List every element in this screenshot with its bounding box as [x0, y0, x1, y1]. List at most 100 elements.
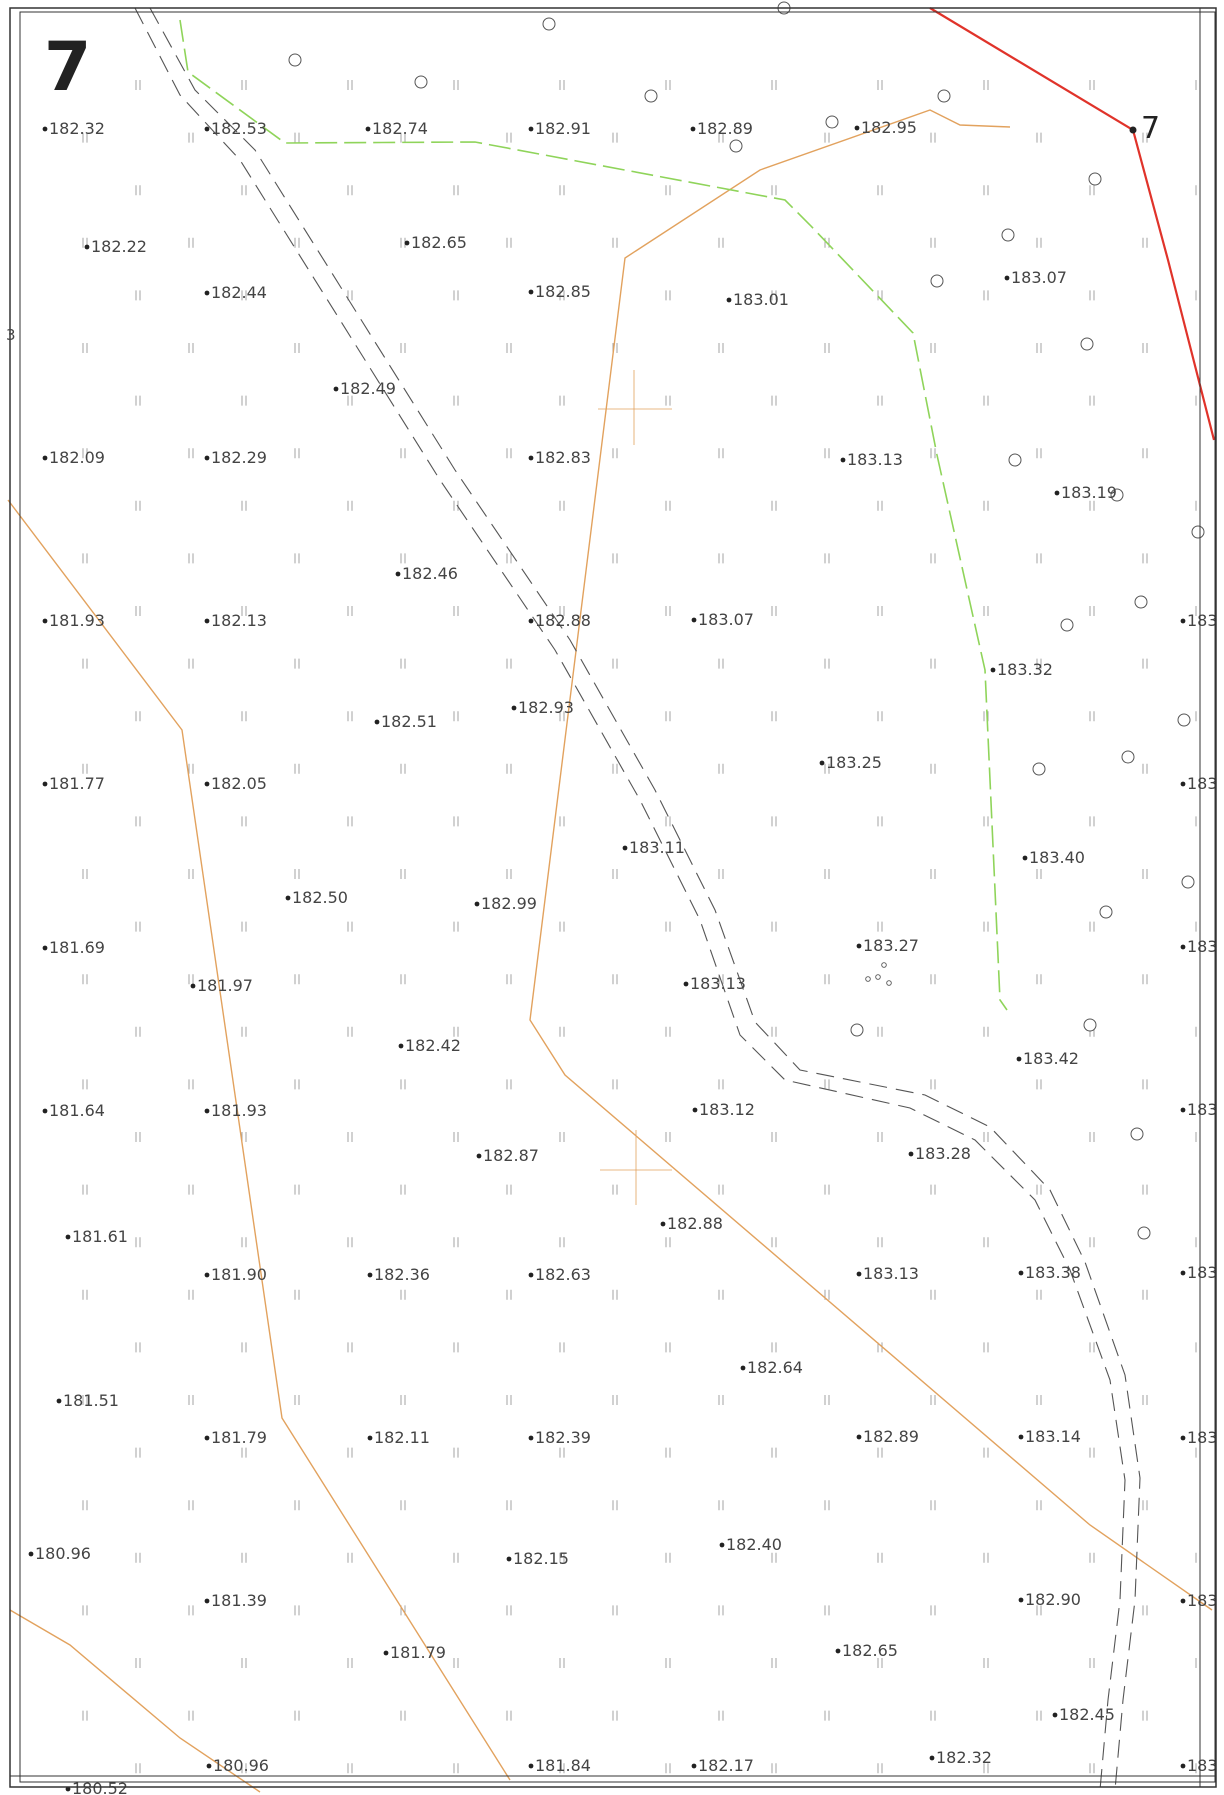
elevation-point-dot	[383, 1650, 389, 1656]
grass-symbol	[241, 1132, 247, 1142]
grass-symbol	[718, 1500, 724, 1511]
grass-symbol	[1036, 1500, 1042, 1511]
grass-symbol	[1142, 869, 1148, 879]
grass-symbol	[506, 1605, 512, 1616]
grass-symbol	[824, 974, 830, 985]
elevation-point-dot	[726, 297, 732, 303]
grass-symbol	[877, 711, 883, 722]
grass-symbol	[930, 553, 936, 564]
elevation-point-dot	[65, 1786, 71, 1792]
elevation-point-dot	[660, 1221, 666, 1227]
grass-symbol	[718, 1184, 724, 1195]
grass-symbol	[1036, 1605, 1042, 1616]
grass-symbol	[877, 1447, 883, 1458]
grass-symbol	[1036, 1395, 1042, 1405]
tree-symbol	[1191, 525, 1205, 539]
grass-symbol	[1195, 395, 1201, 406]
elevation-point-dot	[84, 244, 90, 250]
grass-symbol	[135, 711, 141, 722]
elevation-point-dot	[1180, 1270, 1186, 1276]
elevation-points-layer: 182.32 182.53 182.74 182.91 182.89 182.95 182.…	[28, 118, 1218, 1795]
grass-symbol	[400, 763, 406, 774]
grass-symbol	[1089, 80, 1095, 90]
orange-line-northeast	[529, 109, 1213, 1611]
elevation-point-dot	[204, 290, 210, 296]
grass-symbol	[877, 1026, 883, 1037]
grass-symbol	[1142, 132, 1148, 143]
grass-symbol	[400, 1710, 406, 1721]
grass-symbol	[665, 1447, 671, 1458]
grass-symbol	[771, 1447, 777, 1458]
grass-symbol	[983, 1026, 989, 1037]
tree-symbol	[1181, 875, 1195, 889]
elevation-point-dot	[1018, 1597, 1024, 1603]
elevation-label: 182.53	[211, 119, 267, 138]
elevation-label: 183	[1187, 1591, 1218, 1610]
shrub-symbol	[881, 962, 887, 968]
grass-symbol	[612, 553, 618, 564]
elevation-point-dot	[285, 895, 291, 901]
grass-symbol	[665, 395, 671, 406]
grass-symbol	[241, 500, 247, 511]
elevation-label: 183.27	[863, 936, 919, 955]
elevation-point-dot	[856, 943, 862, 949]
grass-symbol	[824, 343, 830, 353]
grass-symbol	[877, 606, 883, 616]
elevation-point-dot	[622, 845, 628, 851]
elevation-point-dot	[908, 1151, 914, 1157]
elevation-label: 182.95	[861, 118, 917, 137]
grass-symbol	[294, 1289, 300, 1300]
elevation-point-dot	[365, 126, 371, 132]
tree-symbol	[414, 75, 428, 89]
grass-symbol	[347, 921, 353, 932]
grass-symbol	[506, 974, 512, 985]
elevation-label: 183	[1187, 774, 1218, 793]
grass-symbol	[506, 1500, 512, 1511]
grass-symbol	[453, 395, 459, 406]
grass-symbol	[400, 237, 406, 248]
grass-symbol	[665, 185, 671, 196]
elevation-point-dot	[1022, 855, 1028, 861]
grass-symbol	[506, 237, 512, 248]
grass-symbol	[188, 237, 194, 248]
grass-symbol	[1142, 658, 1148, 669]
elevation-label: 182.11	[374, 1428, 430, 1447]
elevation-label: 182.74	[372, 119, 428, 138]
grass-symbol	[930, 1605, 936, 1616]
elevation-label: 182.39	[535, 1428, 591, 1447]
grass-symbol	[506, 1710, 512, 1721]
grass-symbol	[665, 1658, 671, 1668]
grass-symbol	[1036, 658, 1042, 669]
grass-symbol	[188, 1500, 194, 1511]
grass-symbol	[983, 1658, 989, 1668]
elevation-point-dot	[190, 983, 196, 989]
grass-symbol	[453, 1763, 459, 1774]
grass-symbol	[347, 1658, 353, 1668]
grass-symbol	[718, 237, 724, 248]
grass-symbol	[983, 185, 989, 196]
grass-symbol	[1089, 711, 1095, 722]
grass-symbol	[665, 1026, 671, 1037]
grass-symbol	[983, 1763, 989, 1774]
elevation-label: 183.11	[629, 838, 685, 857]
elevation-point-dot	[719, 1542, 725, 1548]
elevation-point-dot	[854, 125, 860, 131]
elevation-point-dot	[42, 455, 48, 461]
elevation-label: 181.90	[211, 1265, 267, 1284]
elevation-point-dot	[1004, 275, 1010, 281]
grass-symbol	[294, 132, 300, 143]
grass-symbol	[930, 1289, 936, 1300]
grass-symbol	[1142, 1395, 1148, 1405]
elevation-label: 182.51	[381, 712, 437, 731]
elevation-label: 180.96	[213, 1756, 269, 1775]
elevation-label: 182.85	[535, 282, 591, 301]
grass-symbol	[1195, 290, 1201, 301]
orange-crosshair-2	[600, 1130, 672, 1205]
grass-symbol	[1195, 1342, 1201, 1353]
grass-symbol	[400, 1289, 406, 1300]
grass-symbol	[930, 1395, 936, 1405]
grass-symbol	[824, 553, 830, 564]
elevation-point-dot	[511, 705, 517, 711]
elevation-point-dot	[1052, 1712, 1058, 1718]
grass-symbol	[453, 606, 459, 616]
